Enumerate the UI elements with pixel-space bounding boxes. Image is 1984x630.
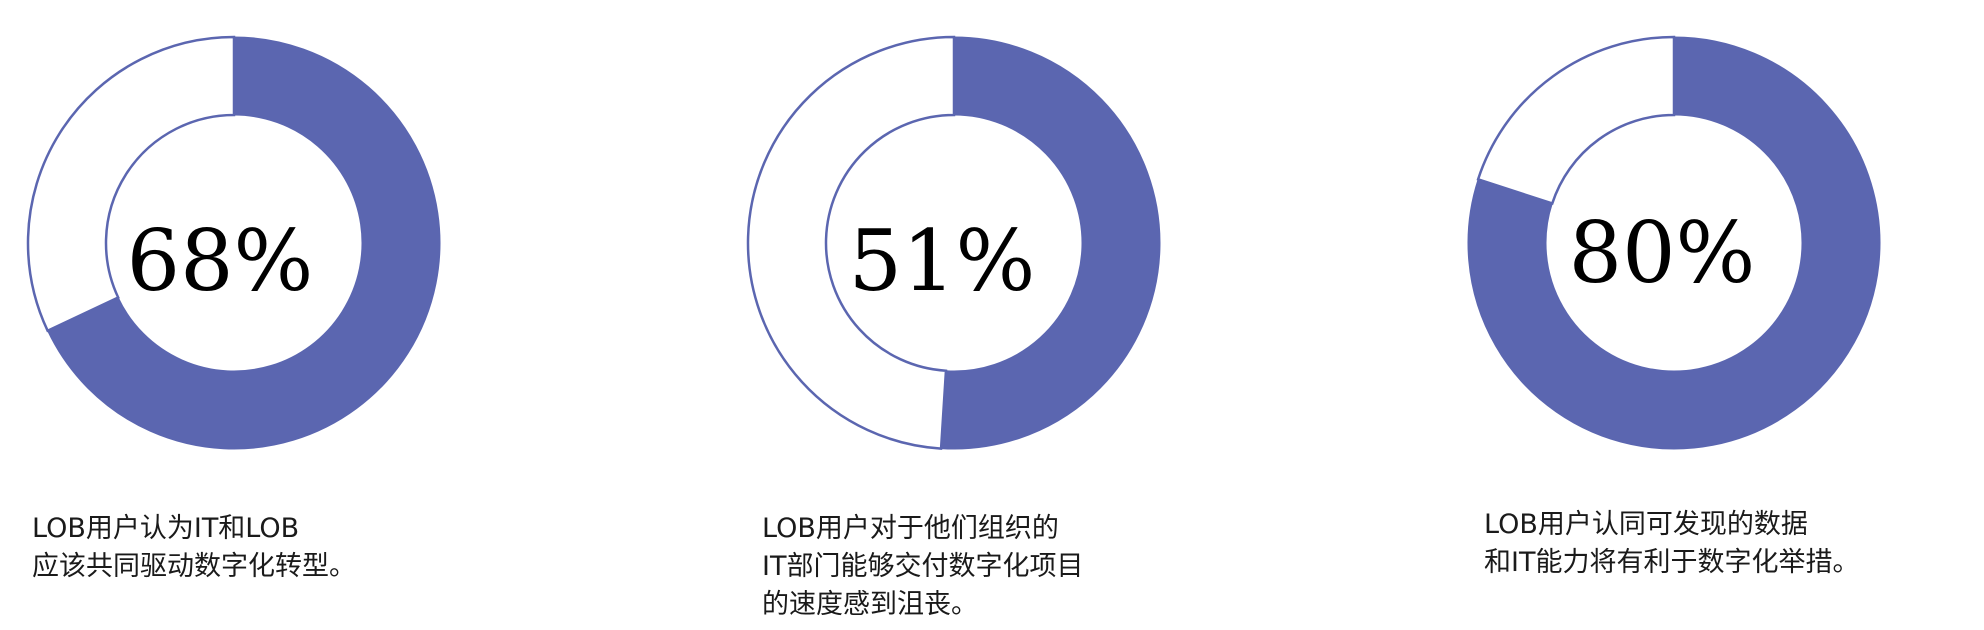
donut-2-remainder-segment — [746, 35, 956, 450]
donut-3-remainder-segment — [1476, 35, 1676, 206]
donut-1-remainder-segment — [26, 35, 236, 333]
donut-chart-3: 80% — [1467, 35, 1881, 450]
donut-2-caption: LOB用户对于他们组织的 IT部门能够交付数字化项目 的速度感到沮丧。 — [762, 510, 1083, 624]
donut-2-caption-line-3: 的速度感到沮丧。 — [762, 589, 978, 620]
donut-3-value-segment — [1467, 36, 1881, 450]
donut-3-caption-line-2: 和IT能力将有利于数字化举措。 — [1484, 547, 1860, 578]
donut-1-value-segment — [46, 36, 441, 450]
donut-1-percent-label: 68% — [127, 212, 314, 310]
donut-chart-2: 51% — [746, 35, 1161, 450]
donut-2-caption-line-2: IT部门能够交付数字化项目 — [762, 551, 1084, 582]
donut-1-caption: LOB用户认为IT和LOB 应该共同驱动数字化转型。 — [32, 510, 356, 586]
donut-panel-2: 51% LOB用户对于他们组织的 IT部门能够交付数字化项目 的速度感到沮丧。 — [720, 0, 1360, 630]
donut-2-caption-line-1: LOB用户对于他们组织的 — [762, 513, 1059, 544]
donut-panel-1: 68% LOB用户认为IT和LOB 应该共同驱动数字化转型。 — [0, 0, 640, 630]
donut-2-value-segment — [940, 36, 1161, 450]
donut-1-caption-line-1: LOB用户认为IT和LOB — [32, 513, 300, 544]
donut-panel-3: 80% LOB用户认同可发现的数据 和IT能力将有利于数字化举措。 — [1440, 0, 1984, 630]
donut-chart-1: 68% — [26, 35, 441, 450]
donut-1-caption-line-2: 应该共同驱动数字化转型。 — [32, 551, 356, 582]
donut-3-caption: LOB用户认同可发现的数据 和IT能力将有利于数字化举措。 — [1484, 506, 1859, 582]
donut-3-percent-label: 80% — [1569, 204, 1756, 302]
donut-2-percent-label: 51% — [849, 212, 1036, 310]
donut-3-caption-line-1: LOB用户认同可发现的数据 — [1484, 509, 1808, 540]
